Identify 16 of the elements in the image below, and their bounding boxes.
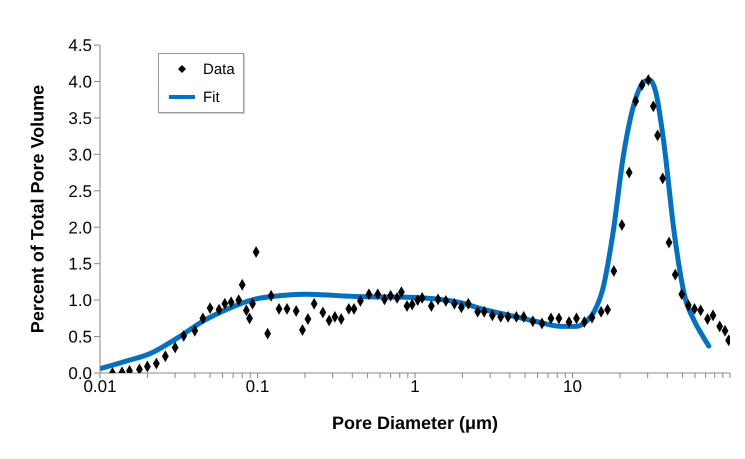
- y-axis-title: Percent of Total Pore Volume: [27, 84, 48, 334]
- legend-label: Fit: [203, 88, 220, 106]
- y-tick-label: 3.0: [68, 145, 92, 164]
- y-tick-label: 1.0: [68, 291, 92, 310]
- x-tick-label: 10: [563, 377, 582, 396]
- y-tick-label: 4.5: [68, 36, 92, 56]
- y-tick-label: 1.5: [68, 254, 92, 274]
- legend-label: Data: [203, 60, 235, 78]
- y-tick-label: 3.5: [68, 108, 92, 128]
- y-tick-label: 2.0: [68, 218, 92, 238]
- x-tick-label: 1: [410, 377, 420, 396]
- y-tick-label: 0.5: [68, 328, 92, 347]
- x-axis-title: Pore Diameter (μm): [332, 413, 498, 433]
- x-tick-label: 0.1: [246, 377, 270, 396]
- y-tick-label: 2.5: [68, 182, 92, 201]
- y-tick-label: 4.0: [68, 72, 92, 92]
